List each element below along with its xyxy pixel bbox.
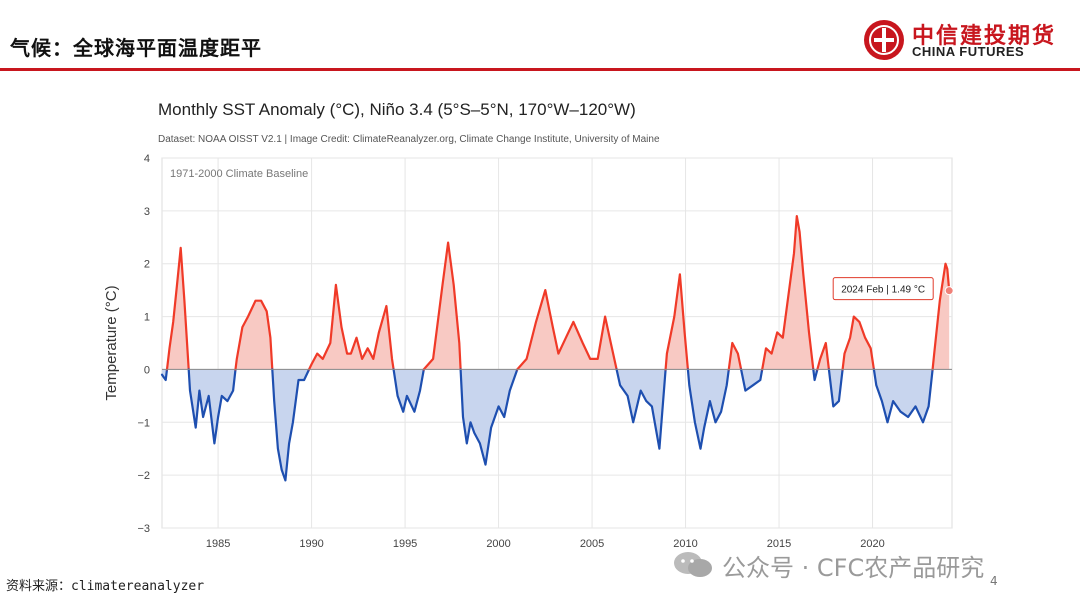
company-logo: 中信建投期货 CHINA FUTURES bbox=[862, 18, 1072, 66]
positive-anomaly-area bbox=[309, 284, 394, 370]
negative-anomaly-line bbox=[872, 368, 934, 424]
negative-anomaly-line bbox=[615, 368, 667, 450]
x-tick-label: 2005 bbox=[580, 538, 604, 550]
wechat-watermark: 公众号 · CFC农产品研究 bbox=[672, 548, 984, 582]
positive-anomaly-line bbox=[516, 289, 618, 371]
positive-anomaly-area bbox=[235, 300, 273, 370]
positive-anomaly-line bbox=[422, 241, 462, 371]
y-tick-label: −3 bbox=[137, 523, 150, 535]
x-tick-label: 2020 bbox=[860, 538, 884, 550]
negative-anomaly-area bbox=[741, 369, 763, 391]
negative-anomaly-line bbox=[459, 368, 519, 466]
x-tick-label: 2010 bbox=[673, 538, 697, 550]
chart-title: Monthly SST Anomaly (°C), Niño 3.4 (5°S–… bbox=[158, 100, 636, 119]
positive-anomaly-line bbox=[165, 246, 190, 371]
positive-anomaly-line bbox=[308, 283, 395, 371]
positive-anomaly-line bbox=[727, 341, 743, 371]
y-axis-label: Temperature (°C) bbox=[103, 285, 120, 400]
watermark-text: 公众号 · CFC农产品研究 bbox=[722, 553, 985, 582]
page-number: 4 bbox=[990, 574, 998, 588]
negative-anomaly-area bbox=[687, 369, 729, 449]
y-tick-label: 1 bbox=[144, 312, 150, 324]
negative-anomaly-line bbox=[686, 368, 730, 450]
positive-anomaly-line bbox=[234, 299, 274, 371]
negative-anomaly-line bbox=[187, 368, 237, 445]
negative-anomaly-line bbox=[739, 368, 764, 392]
baseline-annotation: 1971-2000 Climate Baseline bbox=[170, 168, 308, 180]
negative-anomaly-area bbox=[188, 369, 236, 444]
positive-anomaly-area bbox=[665, 274, 688, 370]
x-tick-label: 1995 bbox=[393, 538, 417, 550]
negative-anomaly-line bbox=[812, 368, 819, 382]
positive-anomaly-area bbox=[517, 290, 617, 370]
x-tick-label: 1990 bbox=[299, 538, 323, 550]
negative-anomaly-area bbox=[460, 369, 518, 465]
y-axis-ticks: −3 −2 −1 0 1 2 3 4 bbox=[137, 153, 150, 535]
x-tick-label: 2000 bbox=[486, 538, 510, 550]
x-tick-label: 1985 bbox=[206, 538, 230, 550]
x-axis-ticks: 1985 1990 1995 2000 2005 2010 2015 2020 bbox=[206, 538, 885, 550]
chart-subtitle: Dataset: NOAA OISST V2.1 | Image Credit:… bbox=[158, 134, 660, 145]
tooltip-label: 2024 Feb | 1.49 °C bbox=[841, 285, 925, 296]
positive-anomaly-line bbox=[761, 214, 815, 371]
sst-anomaly-chart: −3 −2 −1 0 1 2 3 4 1985 1990 1995 2000 2005 2010 2015… bbox=[103, 153, 954, 550]
data-source-note: 资料来源：climatereanalyzer bbox=[6, 579, 205, 594]
negative-anomaly-line bbox=[160, 368, 169, 382]
positive-anomaly-line bbox=[841, 315, 876, 371]
citic-logo-icon bbox=[864, 20, 904, 60]
x-tick-label: 2015 bbox=[767, 538, 791, 550]
positive-anomaly-area bbox=[167, 247, 189, 370]
positive-anomaly-line bbox=[931, 262, 951, 371]
positive-anomaly-area bbox=[842, 316, 874, 370]
hover-tooltip: 2024 Feb | 1.49 °C bbox=[832, 277, 954, 301]
y-tick-label: 3 bbox=[144, 206, 150, 218]
positive-anomaly-line bbox=[664, 273, 690, 371]
negative-anomaly-area bbox=[272, 369, 310, 481]
negative-anomaly-area bbox=[616, 369, 666, 449]
slide-title: 气候：全球海平面温度距平 bbox=[10, 36, 262, 60]
y-tick-label: −1 bbox=[137, 417, 150, 429]
negative-anomaly-line bbox=[392, 368, 425, 413]
negative-anomaly-line bbox=[271, 368, 311, 482]
wechat-icon bbox=[674, 552, 712, 577]
positive-anomaly-line bbox=[816, 341, 831, 371]
logo-chinese-name: 中信建投期货 bbox=[912, 24, 1057, 49]
series-lines bbox=[160, 214, 951, 482]
y-tick-label: 4 bbox=[144, 153, 150, 165]
logo-english-name: CHINA FUTURES bbox=[912, 44, 1025, 59]
tooltip-marker bbox=[944, 286, 954, 296]
y-tick-label: 2 bbox=[144, 259, 150, 271]
y-tick-label: 0 bbox=[144, 364, 150, 376]
header-divider bbox=[0, 68, 1080, 71]
negative-anomaly-line bbox=[827, 368, 844, 408]
y-tick-label: −2 bbox=[137, 470, 150, 482]
